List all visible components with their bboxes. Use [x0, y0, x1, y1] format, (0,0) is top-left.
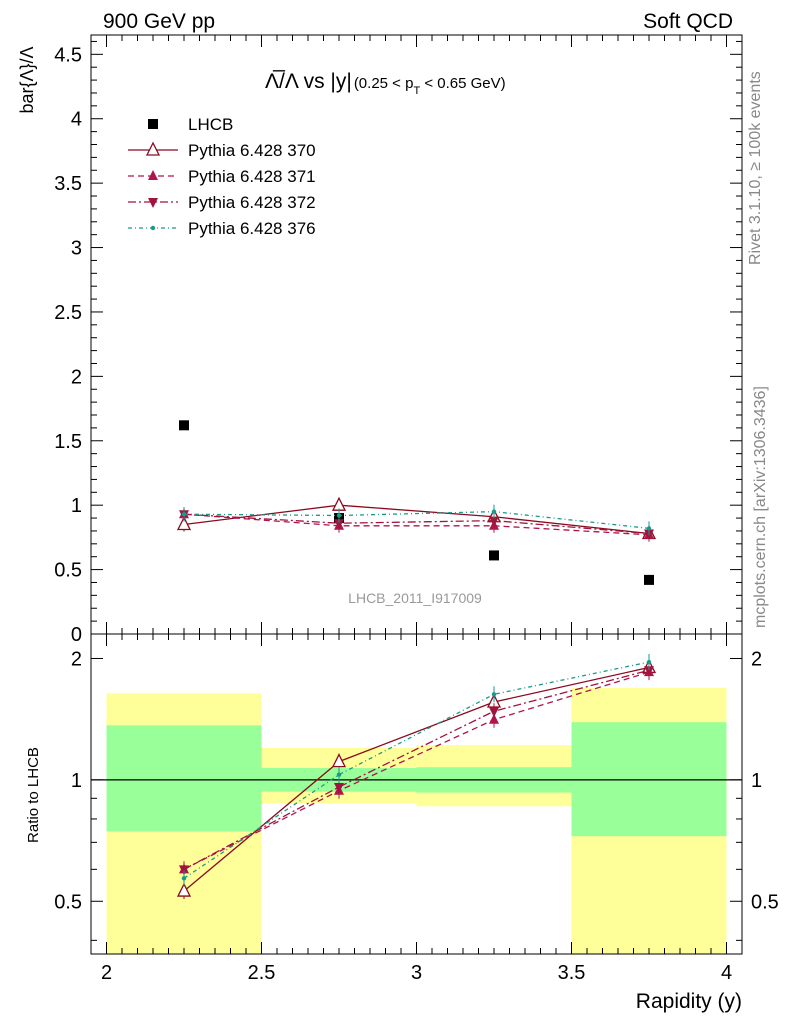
legend-marker	[148, 170, 158, 180]
main-panel: 0 0.5 1 1.5 2 2.5 3 3.5 4 4.5 LHCB_2011_I917009 b…	[17, 34, 743, 646]
data-point	[489, 550, 499, 561]
x-tick-label: 2	[101, 962, 112, 984]
x-axis-label: Rapidity (y)	[636, 990, 742, 1013]
y-tick-label: 4	[71, 109, 82, 131]
y-tick-label: 3.5	[54, 173, 82, 195]
y-tick-label: 1.5	[54, 431, 82, 453]
series-line	[183, 513, 650, 536]
plot-title-cut-end: < 0.65 GeV)	[420, 75, 505, 92]
legend-label: Pythia 6.428 371	[188, 167, 316, 186]
analysis-watermark: LHCB_2011_I917009	[348, 590, 482, 606]
y-tick-label: 0.5	[54, 560, 82, 582]
data-point	[176, 516, 192, 531]
data-point	[646, 526, 652, 531]
data-point	[489, 516, 499, 527]
legend-marker	[148, 119, 158, 129]
y-tick-label: 1	[71, 495, 82, 517]
legend-item: Pythia 6.428 376	[128, 219, 316, 238]
legend-marker	[150, 225, 156, 231]
series-pythia-6-428-371	[179, 507, 654, 542]
y-tick-label: 2	[71, 366, 82, 388]
y-tick-label: 2.5	[54, 302, 82, 324]
y-tick-label: 4.5	[54, 44, 82, 66]
data-point	[176, 882, 192, 897]
source-label: mcplots.cern.ch [arXiv:1306.3436]	[752, 386, 769, 628]
energy-label: 900 GeV pp	[103, 10, 215, 33]
data-point	[181, 876, 187, 881]
ratio-y-tick-label-right: 0.5	[751, 891, 779, 913]
legend-marker	[145, 141, 161, 156]
x-tick-label: 3.5	[558, 962, 586, 984]
ratio-y-axis-label: Ratio to LHCB	[25, 747, 42, 843]
legend-item: LHCB	[148, 115, 233, 134]
ratio-series-pythia-6-428-372	[179, 662, 654, 878]
series-line	[183, 666, 650, 892]
series-line	[183, 504, 650, 535]
legend-item: Pythia 6.428 372	[128, 193, 316, 212]
rivet-version-label: Rivet 3.1.10, ≥ 100k events	[747, 71, 764, 265]
ratio-y-tick-label: 2	[71, 648, 82, 670]
data-point	[331, 753, 347, 768]
ratio-y-tick-label-right: 2	[751, 648, 762, 670]
data-point	[179, 420, 189, 431]
ratio-series-pythia-6-428-376	[181, 654, 652, 887]
ratio-y-tick-label: 0.5	[54, 891, 82, 913]
data-point	[489, 707, 499, 718]
legend: LHCB Pythia 6.428 370 Pythia 6.428 371 Pyth…	[128, 115, 316, 238]
series-pythia-6-428-376	[181, 504, 652, 536]
data-point	[331, 496, 347, 511]
main-y-axis-label: bar{Λ}/Λ	[17, 46, 37, 113]
data-point	[491, 692, 497, 697]
data-point	[646, 659, 652, 665]
y-tick-label: 3	[71, 238, 82, 260]
series-line	[183, 671, 650, 870]
legend-item: Pythia 6.428 370	[128, 141, 316, 160]
process-label: Soft QCD	[643, 10, 733, 33]
uncertainty-band-inner	[571, 722, 727, 837]
series-pythia-6-428-372	[179, 507, 654, 541]
x-tick-label: 2.5	[248, 962, 276, 984]
legend-label: Pythia 6.428 376	[188, 219, 316, 238]
data-point	[334, 783, 344, 794]
ratio-y-tick-label: 1	[71, 770, 82, 792]
data-point	[181, 512, 187, 517]
plot-title-sub: T	[413, 85, 420, 97]
series-line	[183, 669, 650, 870]
series-line	[183, 661, 650, 879]
legend-item: Pythia 6.428 371	[128, 167, 316, 186]
data-point	[336, 513, 342, 518]
uncertainty-band-inner	[106, 725, 262, 832]
plot-title: Λ̅/Λ vs |y| (0.25 < pT < 0.65 GeV)	[265, 70, 506, 97]
data-point	[491, 509, 497, 514]
x-tick-label: 3	[411, 962, 422, 984]
data-point	[644, 574, 654, 585]
legend-label: Pythia 6.428 370	[188, 141, 316, 160]
ratio-y-tick-label-right: 1	[751, 770, 762, 792]
legend-label: Pythia 6.428 372	[188, 193, 316, 212]
series-line	[183, 513, 650, 535]
y-tick-label: 0	[71, 624, 82, 646]
legend-label: LHCB	[188, 115, 233, 134]
ratio-panel: 0.5 0.5 1 1 2 2 2 2.5 3 3.5 4 Ratio to LHCB Rapidi…	[25, 633, 779, 1013]
series-lhcb	[179, 420, 654, 585]
data-point	[334, 519, 344, 530]
legend-marker	[148, 198, 158, 208]
data-point	[644, 666, 654, 677]
x-tick-label: 4	[721, 962, 732, 984]
data-point	[336, 772, 342, 777]
series-line	[183, 510, 650, 530]
plot-title-cut: (0.25 < p	[354, 75, 414, 92]
plot-title-main: Λ̅/Λ vs |y|	[265, 70, 352, 93]
